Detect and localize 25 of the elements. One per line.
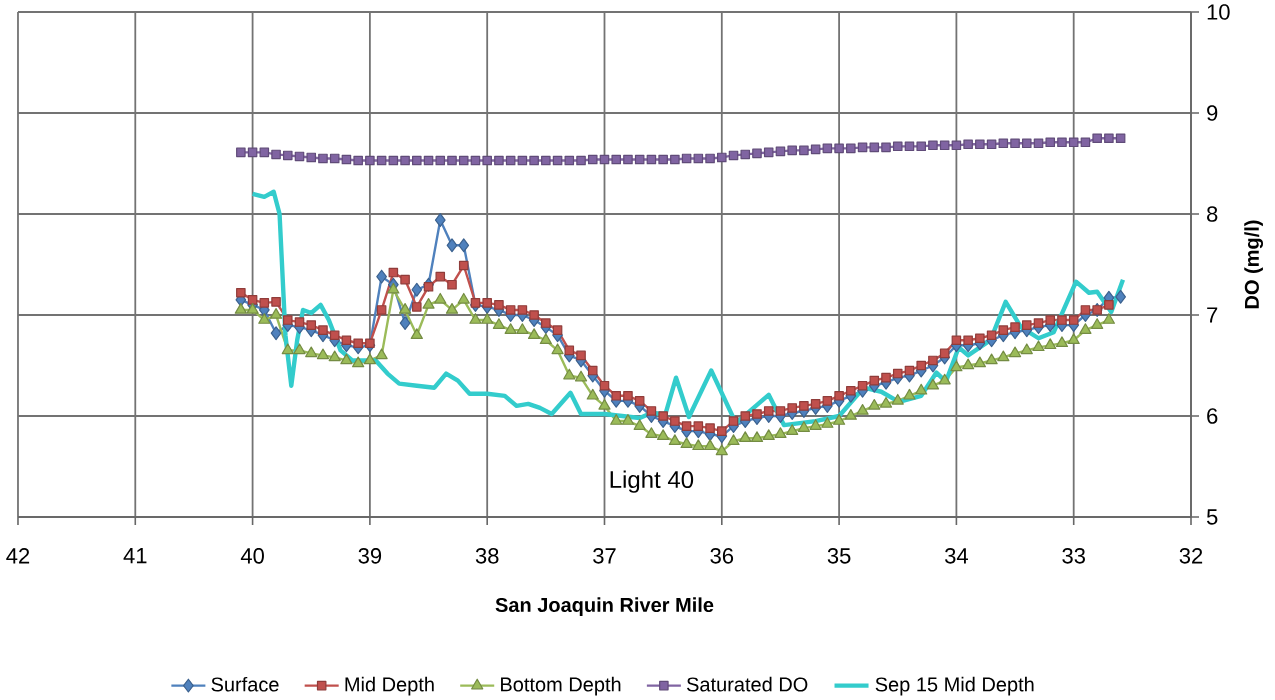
y-tick-label: 8 — [1207, 206, 1218, 222]
y-tick-label: 5 — [1206, 509, 1218, 525]
y-tick-label: 6 — [1207, 408, 1218, 424]
x-tick-label: 40 — [240, 548, 264, 564]
legend-label: Mid Depth — [345, 676, 434, 696]
x-tick-label: 42 — [6, 548, 30, 564]
x-tick-label: 37 — [593, 548, 616, 564]
x-tick-label: 36 — [710, 548, 734, 564]
x-tick-label: 33 — [1062, 548, 1085, 564]
annotation: Light 40 — [610, 470, 694, 493]
x-tick-label: 41 — [123, 548, 147, 564]
legend-label: Saturated DO — [686, 676, 808, 692]
y-tick-label: 7 — [1207, 307, 1218, 323]
x-axis-title: San Joaquin River Mile — [495, 597, 714, 617]
y-tick-label: 9 — [1207, 105, 1218, 121]
legend-label: Bottom Depth — [501, 676, 621, 696]
x-tick-label: 34 — [945, 548, 968, 564]
legend-label: Sep 15 Mid Depth — [875, 676, 1034, 696]
y-axis-title: DO (mg/l) — [1244, 220, 1264, 309]
x-tick-label: 35 — [827, 548, 851, 564]
legend-label: Surface — [211, 676, 279, 692]
x-tick-label: 32 — [1179, 548, 1203, 564]
x-tick-label: 38 — [475, 548, 499, 564]
y-tick-label: 10 — [1207, 4, 1230, 20]
x-tick-label: 39 — [358, 548, 382, 564]
